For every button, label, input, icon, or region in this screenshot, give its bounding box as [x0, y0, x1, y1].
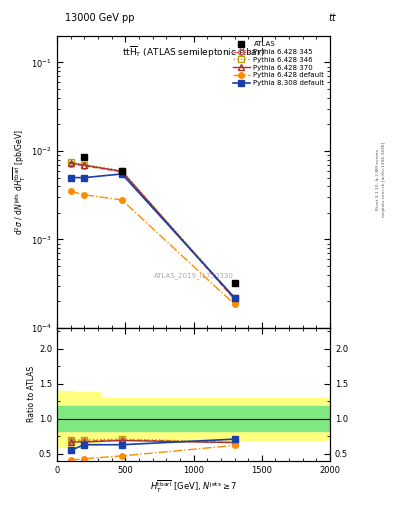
- Text: tt$\overline{\rm H}_{\rm T}$ (ATLAS semileptonic ttbar): tt$\overline{\rm H}_{\rm T}$ (ATLAS semi…: [122, 45, 265, 60]
- Text: tt: tt: [328, 13, 336, 23]
- Pythia 6.428 default: [119, 197, 124, 203]
- Pythia 6.428 346: [119, 167, 124, 174]
- Pythia 6.428 370: [82, 162, 87, 168]
- X-axis label: $H_T^{\overline{\rm tbar}{\rm l}}$ [GeV], $N^{\rm jets} \geq 7$: $H_T^{\overline{\rm tbar}{\rm l}}$ [GeV]…: [150, 479, 237, 495]
- Line: Pythia 6.428 default: Pythia 6.428 default: [68, 188, 237, 307]
- Pythia 8.308 default: [82, 175, 87, 181]
- Pythia 6.428 345: [82, 163, 87, 169]
- Pythia 8.308 default: [232, 294, 237, 301]
- Line: ATLAS: ATLAS: [81, 154, 238, 287]
- Line: Pythia 6.428 346: Pythia 6.428 346: [68, 159, 237, 301]
- Y-axis label: Ratio to ATLAS: Ratio to ATLAS: [27, 367, 36, 422]
- Pythia 8.308 default: [119, 171, 124, 177]
- Legend: ATLAS, Pythia 6.428 345, Pythia 6.428 346, Pythia 6.428 370, Pythia 6.428 defaul: ATLAS, Pythia 6.428 345, Pythia 6.428 34…: [231, 39, 327, 88]
- Text: Rivet 3.1.10, ≥ 2.8M events: Rivet 3.1.10, ≥ 2.8M events: [376, 148, 380, 210]
- Pythia 6.428 370: [68, 160, 73, 166]
- Line: Pythia 6.428 370: Pythia 6.428 370: [68, 160, 237, 302]
- Pythia 8.308 default: [68, 175, 73, 181]
- ATLAS: [82, 154, 87, 160]
- Pythia 6.428 346: [232, 294, 237, 301]
- Pythia 6.428 345: [232, 296, 237, 303]
- ATLAS: [119, 167, 124, 174]
- Pythia 6.428 346: [68, 159, 73, 165]
- Pythia 6.428 345: [119, 169, 124, 175]
- Line: Pythia 6.428 345: Pythia 6.428 345: [68, 161, 237, 302]
- Pythia 6.428 346: [82, 162, 87, 168]
- Line: Pythia 8.308 default: Pythia 8.308 default: [68, 171, 237, 301]
- Pythia 6.428 370: [232, 295, 237, 302]
- Pythia 6.428 345: [68, 161, 73, 167]
- Text: ATLAS_2019_I1750330: ATLAS_2019_I1750330: [154, 272, 233, 279]
- Pythia 6.428 default: [232, 301, 237, 307]
- Pythia 6.428 default: [82, 191, 87, 198]
- ATLAS: [232, 280, 237, 286]
- Text: 13000 GeV pp: 13000 GeV pp: [65, 13, 134, 23]
- Y-axis label: d$^2\sigma$ / d$N^{\rm jets}$ d$H_T^{\overline{\rm tbar}{\rm l}}$ [pb/GeV]: d$^2\sigma$ / d$N^{\rm jets}$ d$H_T^{\ov…: [12, 129, 28, 235]
- Pythia 6.428 default: [68, 188, 73, 195]
- Text: mcplots.cern.ch [arXiv:1306.3436]: mcplots.cern.ch [arXiv:1306.3436]: [382, 142, 386, 217]
- Pythia 6.428 370: [119, 168, 124, 175]
